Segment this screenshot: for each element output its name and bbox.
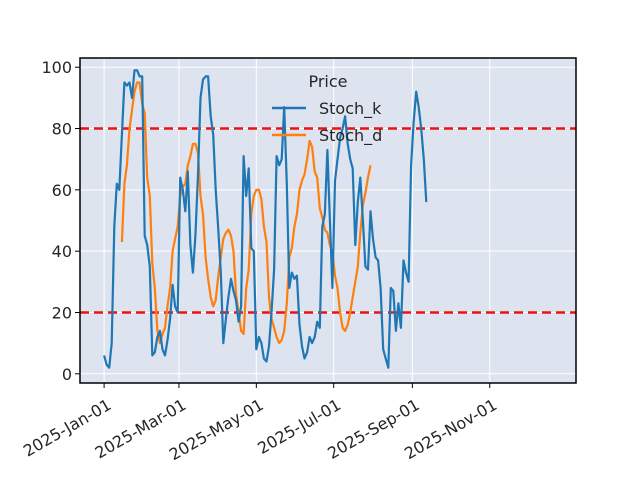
plot-frame bbox=[79, 57, 577, 384]
y-tick-label: 60 bbox=[52, 181, 72, 200]
series-lines bbox=[103, 69, 428, 369]
legend: Price Stoch_k Stoch_d bbox=[272, 72, 382, 146]
y-tick-label: 100 bbox=[41, 58, 72, 77]
series-line-stoch-k bbox=[103, 69, 428, 369]
series-line-stoch-d bbox=[120, 81, 372, 345]
y-tick-label: 0 bbox=[62, 365, 72, 384]
y-tick-label: 20 bbox=[52, 303, 72, 322]
y-tick-label: 80 bbox=[52, 120, 72, 139]
legend-title: Price bbox=[308, 72, 347, 91]
legend-label-stoch-d: Stoch_d bbox=[319, 126, 382, 146]
y-axis-ticks: 0 20 40 60 80 100 bbox=[41, 58, 80, 384]
plot-area bbox=[80, 58, 576, 383]
legend-label-stoch-k: Stoch_k bbox=[319, 99, 382, 119]
reference-lines bbox=[80, 127, 576, 314]
y-tick-label: 40 bbox=[52, 242, 72, 261]
x-axis-ticks: 2025-Jan-012025-Mar-012025-May-012025-Ju… bbox=[20, 383, 500, 464]
